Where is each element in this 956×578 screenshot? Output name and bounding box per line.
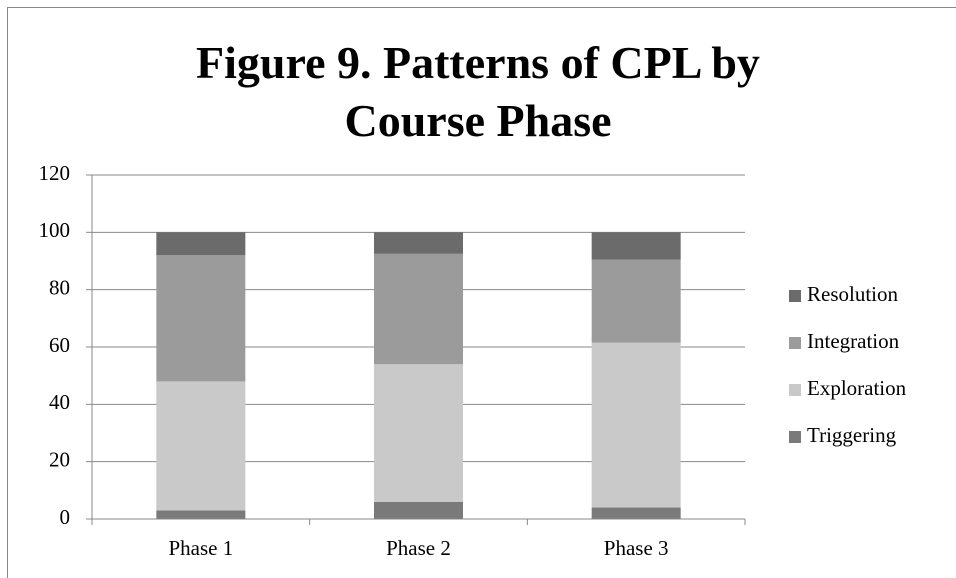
- bar-segment: [374, 253, 463, 365]
- legend-swatch: [789, 337, 801, 349]
- y-tick-label: 80: [49, 275, 70, 299]
- bar-segment: [156, 232, 246, 256]
- y-tick-label: 60: [49, 333, 70, 357]
- bar-segment: [374, 232, 463, 254]
- bar-segment: [591, 342, 681, 508]
- y-tick-label: 40: [49, 390, 70, 414]
- y-tick-label: 0: [60, 505, 71, 529]
- chart-title: Figure 9. Patterns of CPL by Course Phas…: [196, 37, 760, 146]
- bar-segment: [374, 364, 463, 502]
- x-tick-label: Phase 3: [604, 536, 669, 560]
- y-tick-label: 20: [49, 447, 70, 471]
- chart-border: [7, 7, 956, 578]
- legend-swatch: [789, 290, 801, 302]
- bar-segment: [591, 232, 681, 260]
- legend-label: Integration: [807, 329, 900, 353]
- legend-swatch: [789, 431, 801, 443]
- bar-segment: [156, 381, 246, 511]
- x-tick-label: Phase 1: [168, 536, 233, 560]
- legend-label: Resolution: [807, 282, 899, 306]
- legend-label: Triggering: [807, 423, 897, 447]
- legend-swatch: [789, 384, 801, 396]
- legend-label: Exploration: [807, 376, 907, 400]
- y-tick-label: 120: [39, 161, 71, 185]
- bar-segment: [591, 259, 681, 343]
- bar-segment: [156, 255, 246, 382]
- bar-segment: [591, 507, 681, 519]
- x-tick-label: Phase 2: [386, 536, 451, 560]
- bar-segment: [374, 501, 463, 519]
- bar-segment: [156, 510, 246, 519]
- y-tick-label: 100: [39, 218, 71, 242]
